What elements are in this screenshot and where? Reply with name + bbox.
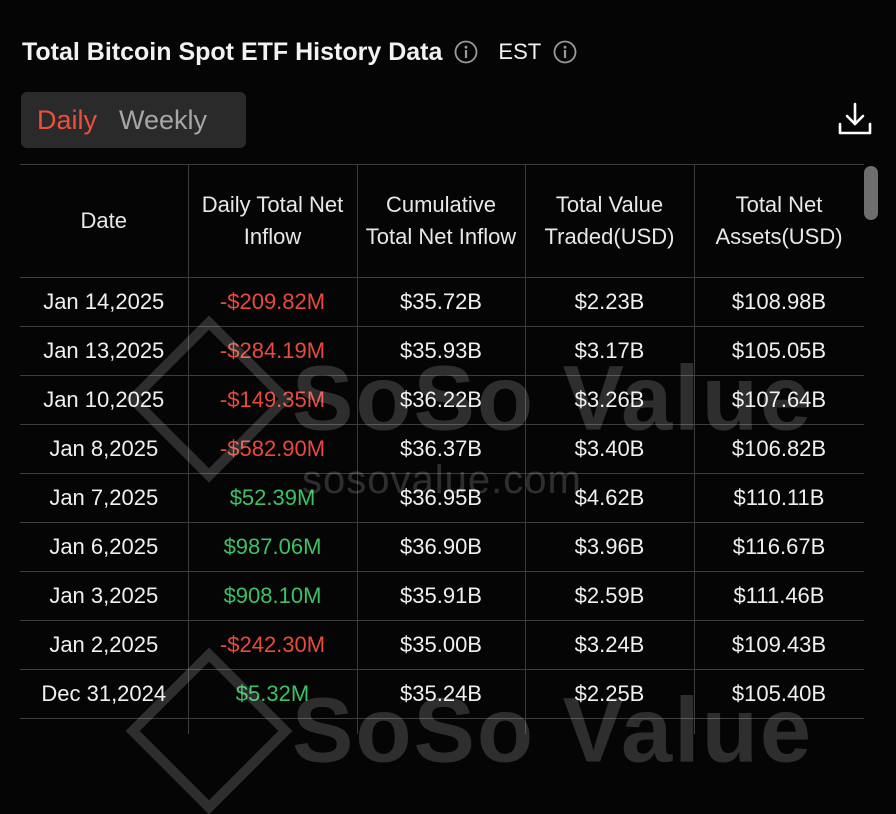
cell-total-net-assets: $116.67B bbox=[693, 522, 864, 572]
cell-daily-net-inflow: $987.06M bbox=[187, 522, 358, 572]
cell-total-value-traded: $3.26B bbox=[524, 375, 695, 425]
cell-total-net-assets: $109.43B bbox=[693, 620, 864, 670]
cell-date: Jan 13,2025 bbox=[20, 326, 189, 376]
daily-tab[interactable]: Daily bbox=[37, 104, 98, 135]
table-row: Jan 14,2025 -$209.82M $35.72B $2.23B $108.98… bbox=[20, 277, 864, 327]
cell-daily-net-inflow: -$582.90M bbox=[187, 424, 358, 474]
cell-total-value-traded: $2.25B bbox=[524, 669, 695, 719]
cell-total-net-assets bbox=[693, 718, 864, 734]
cell-total-net-assets: $111.46B bbox=[693, 571, 864, 621]
cell-date: Jan 10,2025 bbox=[20, 375, 189, 425]
table-row bbox=[20, 718, 864, 734]
table-row: Jan 10,2025 -$149.35M $36.22B $3.26B $107.64… bbox=[20, 375, 864, 425]
info-icon[interactable] bbox=[454, 40, 478, 64]
cell-daily-net-inflow: $52.39M bbox=[187, 473, 358, 523]
cell-total-net-assets: $106.82B bbox=[693, 424, 864, 474]
cell-total-value-traded: $3.40B bbox=[524, 424, 695, 474]
cell-cumulative-net-inflow: $35.72B bbox=[356, 277, 526, 327]
cell-total-value-traded: $3.17B bbox=[524, 326, 695, 376]
cell-total-value-traded: $3.96B bbox=[524, 522, 695, 572]
cell-daily-net-inflow: -$149.35M bbox=[187, 375, 358, 425]
cell-daily-net-inflow: $5.32M bbox=[187, 669, 358, 719]
cell-daily-net-inflow: $908.10M bbox=[187, 571, 358, 621]
cell-date: Jan 8,2025 bbox=[20, 424, 189, 474]
table-row: Jan 3,2025 $908.10M $35.91B $2.59B $111.46B bbox=[20, 571, 864, 621]
table-row: Jan 7,2025 $52.39M $36.95B $4.62B $110.11B bbox=[20, 473, 864, 523]
cell-total-net-assets: $105.40B bbox=[693, 669, 864, 719]
cell-cumulative-net-inflow: $35.00B bbox=[356, 620, 526, 670]
cell-cumulative-net-inflow bbox=[356, 718, 526, 734]
table-row: Jan 6,2025 $987.06M $36.90B $3.96B $116.67B bbox=[20, 522, 864, 572]
cell-date: Jan 3,2025 bbox=[20, 571, 189, 621]
cell-total-net-assets: $110.11B bbox=[693, 473, 864, 523]
download-icon[interactable] bbox=[836, 100, 874, 138]
cell-cumulative-net-inflow: $36.37B bbox=[356, 424, 526, 474]
column-header-date[interactable]: Date bbox=[20, 164, 189, 278]
cell-daily-net-inflow bbox=[187, 718, 358, 734]
cell-cumulative-net-inflow: $36.95B bbox=[356, 473, 526, 523]
cell-total-value-traded: $2.23B bbox=[524, 277, 695, 327]
column-header-total-value-traded[interactable]: Total Value Traded(USD) bbox=[524, 164, 695, 278]
cell-total-net-assets: $105.05B bbox=[693, 326, 864, 376]
table-row: Jan 13,2025 -$284.19M $35.93B $3.17B $105.05… bbox=[20, 326, 864, 376]
cell-cumulative-net-inflow: $36.90B bbox=[356, 522, 526, 572]
period-toggle: Daily Weekly bbox=[21, 92, 246, 148]
timezone-info-icon[interactable] bbox=[553, 40, 577, 64]
timezone-label: EST bbox=[498, 39, 542, 64]
cell-total-value-traded: $2.59B bbox=[524, 571, 695, 621]
cell-total-value-traded: $3.24B bbox=[524, 620, 695, 670]
table-row: Jan 2,2025 -$242.30M $35.00B $3.24B $109.43B bbox=[20, 620, 864, 670]
cell-date: Jan 14,2025 bbox=[20, 277, 189, 327]
cell-total-net-assets: $107.64B bbox=[693, 375, 864, 425]
cell-daily-net-inflow: -$242.30M bbox=[187, 620, 358, 670]
cell-date: Dec 31,2024 bbox=[20, 669, 189, 719]
cell-date: Jan 6,2025 bbox=[20, 522, 189, 572]
cell-cumulative-net-inflow: $35.24B bbox=[356, 669, 526, 719]
scrollbar-thumb[interactable] bbox=[864, 166, 878, 220]
cell-date: Jan 2,2025 bbox=[20, 620, 189, 670]
cell-daily-net-inflow: -$209.82M bbox=[187, 277, 358, 327]
column-header-daily-net-inflow[interactable]: Daily Total Net Inflow bbox=[187, 164, 358, 278]
cell-total-net-assets: $108.98B bbox=[693, 277, 864, 327]
table-header-row: Date Daily Total Net Inflow Cumulative T… bbox=[20, 164, 864, 278]
header: Total Bitcoin Spot ETF History Data EST bbox=[22, 34, 577, 70]
page-title: Total Bitcoin Spot ETF History Data bbox=[22, 37, 443, 66]
column-header-cumulative-net-inflow[interactable]: Cumulative Total Net Inflow bbox=[356, 164, 526, 278]
table-row: Dec 31,2024 $5.32M $35.24B $2.25B $105.40B bbox=[20, 669, 864, 719]
cell-cumulative-net-inflow: $35.91B bbox=[356, 571, 526, 621]
cell-date bbox=[20, 718, 189, 734]
cell-cumulative-net-inflow: $36.22B bbox=[356, 375, 526, 425]
cell-daily-net-inflow: -$284.19M bbox=[187, 326, 358, 376]
column-header-total-net-assets[interactable]: Total Net Assets(USD) bbox=[693, 164, 864, 278]
history-table: Date Daily Total Net Inflow Cumulative T… bbox=[20, 164, 864, 734]
table-row: Jan 8,2025 -$582.90M $36.37B $3.40B $106.82B bbox=[20, 424, 864, 474]
history-table-container: Date Daily Total Net Inflow Cumulative T… bbox=[20, 164, 864, 734]
cell-total-value-traded: $4.62B bbox=[524, 473, 695, 523]
cell-total-value-traded bbox=[524, 718, 695, 734]
weekly-tab[interactable]: Weekly bbox=[119, 104, 208, 135]
cell-cumulative-net-inflow: $35.93B bbox=[356, 326, 526, 376]
cell-date: Jan 7,2025 bbox=[20, 473, 189, 523]
